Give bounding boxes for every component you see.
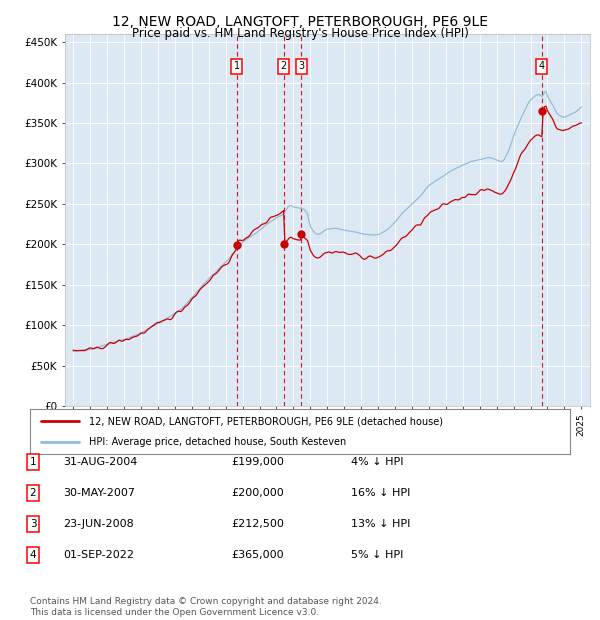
Text: 23-JUN-2008: 23-JUN-2008 xyxy=(63,519,134,529)
Text: 12, NEW ROAD, LANGTOFT, PETERBOROUGH, PE6 9LE (detached house): 12, NEW ROAD, LANGTOFT, PETERBOROUGH, PE… xyxy=(89,416,443,427)
Text: 3: 3 xyxy=(29,519,37,529)
Text: 5% ↓ HPI: 5% ↓ HPI xyxy=(351,550,403,560)
Text: £212,500: £212,500 xyxy=(231,519,284,529)
Text: Contains HM Land Registry data © Crown copyright and database right 2024.
This d: Contains HM Land Registry data © Crown c… xyxy=(30,598,382,617)
Text: 3: 3 xyxy=(298,61,304,71)
Text: £200,000: £200,000 xyxy=(231,488,284,498)
Text: 13% ↓ HPI: 13% ↓ HPI xyxy=(351,519,410,529)
Text: 01-SEP-2022: 01-SEP-2022 xyxy=(63,550,134,560)
Text: HPI: Average price, detached house, South Kesteven: HPI: Average price, detached house, Sout… xyxy=(89,436,347,447)
Text: 4% ↓ HPI: 4% ↓ HPI xyxy=(351,457,404,467)
Text: 4: 4 xyxy=(539,61,545,71)
Text: £365,000: £365,000 xyxy=(231,550,284,560)
Text: 2: 2 xyxy=(29,488,37,498)
Text: 1: 1 xyxy=(234,61,240,71)
Text: 4: 4 xyxy=(29,550,37,560)
Text: 1: 1 xyxy=(29,457,37,467)
Text: 30-MAY-2007: 30-MAY-2007 xyxy=(63,488,135,498)
Text: 12, NEW ROAD, LANGTOFT, PETERBOROUGH, PE6 9LE: 12, NEW ROAD, LANGTOFT, PETERBOROUGH, PE… xyxy=(112,16,488,30)
Text: 31-AUG-2004: 31-AUG-2004 xyxy=(63,457,137,467)
Text: £199,000: £199,000 xyxy=(231,457,284,467)
Text: Price paid vs. HM Land Registry's House Price Index (HPI): Price paid vs. HM Land Registry's House … xyxy=(131,27,469,40)
Text: 16% ↓ HPI: 16% ↓ HPI xyxy=(351,488,410,498)
Text: 2: 2 xyxy=(280,61,287,71)
